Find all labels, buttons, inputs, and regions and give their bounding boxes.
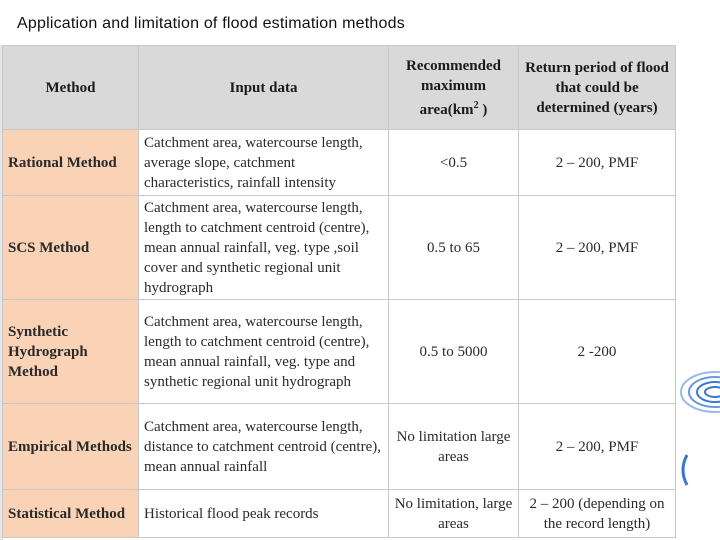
header-area-close: ) bbox=[482, 101, 488, 118]
return-period: 2 -200 bbox=[518, 299, 676, 404]
header-input-data: Input data bbox=[138, 45, 389, 130]
header-row: Method Input data Recommended maximum ar… bbox=[2, 45, 676, 130]
table-row: Empirical Methods Catchment area, waterc… bbox=[2, 403, 676, 490]
page-title: Application and limitation of flood esti… bbox=[17, 15, 405, 32]
input-data: Catchment area, watercourse length, aver… bbox=[138, 129, 389, 196]
input-data: Catchment area, watercourse length, dist… bbox=[138, 403, 389, 490]
method-name: SCS Method bbox=[2, 195, 139, 300]
recommended-area: 0.5 to 65 bbox=[388, 195, 519, 300]
header-recommended-area: Recommended maximum area(km2 ) bbox=[388, 45, 519, 130]
header-area-text: Recommended maximum area(km bbox=[406, 57, 501, 118]
methods-table: Method Input data Recommended maximum ar… bbox=[2, 45, 676, 538]
header-area-superscript: 2 bbox=[473, 99, 479, 111]
table-row: SCS Method Catchment area, watercourse l… bbox=[2, 195, 676, 300]
table-row: Synthetic Hydrograph Method Catchment ar… bbox=[2, 299, 676, 404]
return-period: 2 – 200, PMF bbox=[518, 129, 676, 196]
recommended-area: <0.5 bbox=[388, 129, 519, 196]
recommended-area: No limitation large areas bbox=[388, 403, 519, 490]
recommended-area: 0.5 to 5000 bbox=[388, 299, 519, 404]
method-name: Statistical Method bbox=[2, 489, 139, 538]
return-period: 2 – 200 (depending on the record length) bbox=[518, 489, 676, 538]
return-period: 2 – 200, PMF bbox=[518, 195, 676, 300]
method-name: Empirical Methods bbox=[2, 403, 139, 490]
return-period: 2 – 200, PMF bbox=[518, 403, 676, 490]
input-data: Catchment area, watercourse length, leng… bbox=[138, 195, 389, 300]
table-row: Statistical Method Historical flood peak… bbox=[2, 489, 676, 538]
water-ripple-icon bbox=[680, 371, 720, 486]
left-border-strip bbox=[0, 45, 3, 540]
method-name: Synthetic Hydrograph Method bbox=[2, 299, 139, 404]
water-ripple-decoration bbox=[675, 360, 720, 500]
header-method: Method bbox=[2, 45, 139, 130]
input-data: Catchment area, watercourse length, leng… bbox=[138, 299, 389, 404]
header-return-period: Return period of flood that could be det… bbox=[518, 45, 676, 130]
recommended-area: No limitation, large areas bbox=[388, 489, 519, 538]
input-data: Historical flood peak records bbox=[138, 489, 389, 538]
table-row: Rational Method Catchment area, watercou… bbox=[2, 129, 676, 196]
method-name: Rational Method bbox=[2, 129, 139, 196]
